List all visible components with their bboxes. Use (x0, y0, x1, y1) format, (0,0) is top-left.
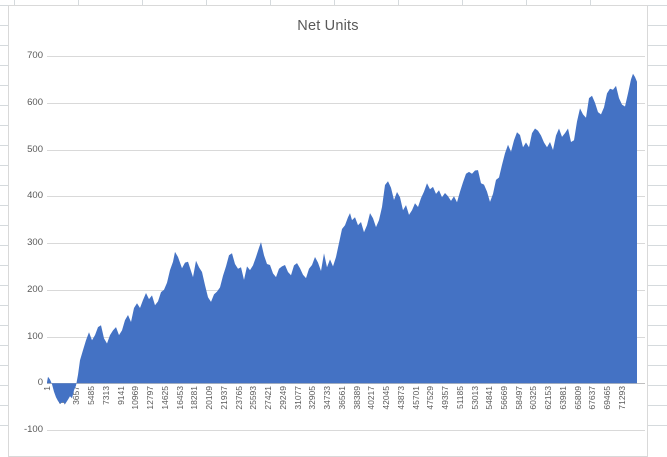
y-axis-label: 400 (27, 190, 43, 202)
y-axis-label: 300 (27, 237, 43, 248)
y-gridline (47, 430, 645, 431)
y-axis-label: 200 (27, 283, 43, 295)
y-axis-label: 0 (37, 377, 43, 389)
y-gridline (47, 149, 645, 151)
zero-axis-line (47, 383, 645, 385)
area-series-plot[interactable] (47, 56, 645, 430)
y-axis-label: -100 (23, 424, 43, 435)
y-gridline (47, 102, 645, 104)
y-axis-label: 100 (27, 330, 43, 342)
y-axis-label: 600 (27, 96, 43, 108)
y-axis-label: 700 (27, 50, 43, 61)
y-gridline (47, 196, 645, 198)
y-axis-label: 500 (27, 143, 43, 155)
net-units-area-series[interactable] (47, 73, 637, 405)
chart-title[interactable]: Net Units (297, 18, 359, 34)
y-gridline (47, 56, 645, 57)
